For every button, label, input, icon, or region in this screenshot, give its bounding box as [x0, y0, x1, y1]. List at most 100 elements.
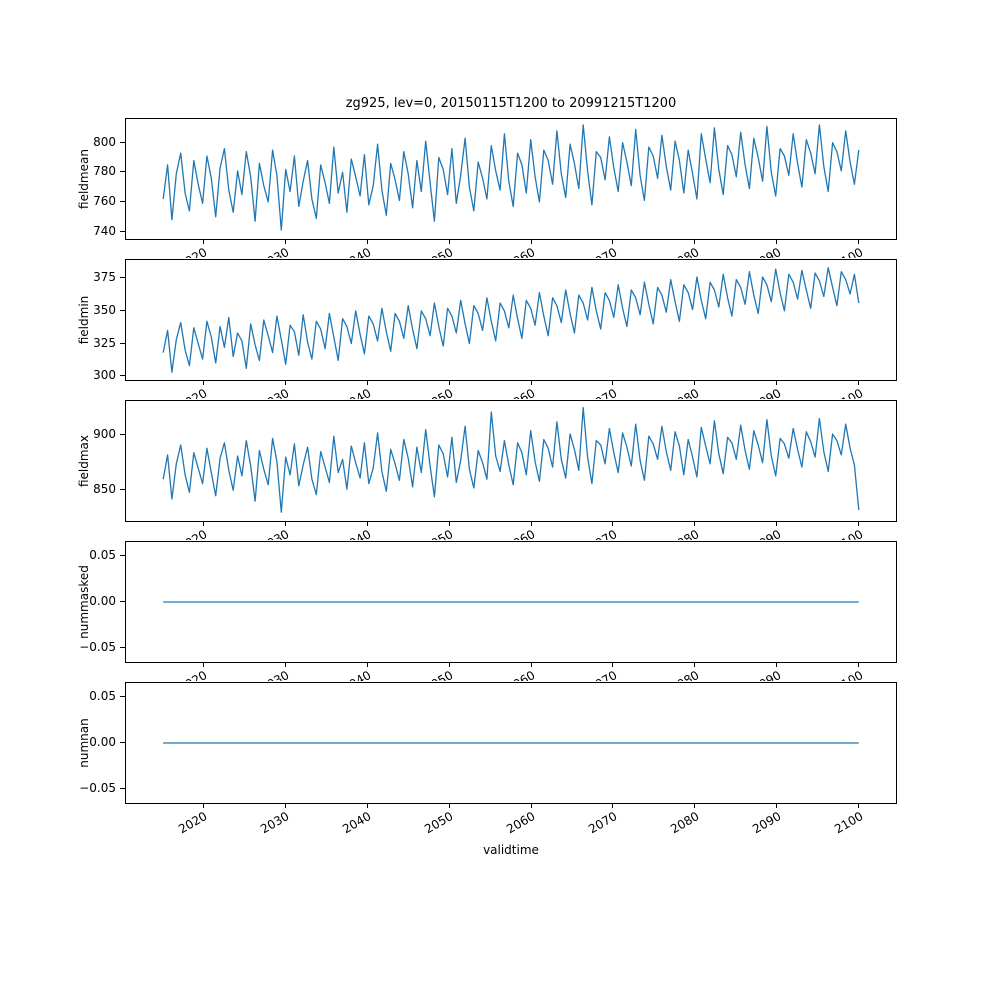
y-tick-label: 740: [93, 223, 116, 238]
y-tick-labels-fieldmax: 850 900: [0, 400, 125, 522]
x-tick-mark: [530, 381, 532, 385]
y-tick-label: 850: [93, 482, 116, 497]
y-tick-mark: [120, 230, 125, 232]
x-tick-mark: [366, 522, 368, 526]
x-tick-label: 2100: [832, 386, 865, 399]
x-tick-label: 2040: [340, 668, 373, 681]
y-tick-mark: [120, 695, 125, 697]
y-tick-label: 0.00: [89, 735, 116, 749]
x-tick-mark: [776, 381, 778, 385]
x-tick-mark: [776, 804, 778, 808]
x-tick-labels-clipped-3: 2020 2030 2040 2050 2060 2070 2080 2090 2100: [0, 522, 1000, 540]
x-tick-label: 2050: [422, 527, 455, 540]
figure-title: zg925, lev=0, 20150115T1200 to 20991215T…: [345, 96, 677, 111]
x-tick-label: 2060: [504, 245, 537, 258]
y-tick-label: 780: [93, 164, 116, 179]
x-tick-mark: [530, 522, 532, 526]
x-tick-mark: [858, 804, 860, 808]
x-tick-label: 2100: [832, 668, 865, 681]
x-tick-label: 2080: [668, 668, 701, 681]
y-tick-mark: [120, 171, 125, 173]
x-tick-label: 2040: [340, 809, 374, 837]
x-tick-mark: [530, 804, 532, 808]
x-tick-mark: [448, 804, 450, 808]
x-tick-mark: [694, 804, 696, 808]
x-tick-mark: [448, 522, 450, 526]
x-tick-label: 2020: [176, 245, 209, 258]
x-tick-label: 2020: [176, 668, 209, 681]
plot-area-nummasked: [125, 541, 897, 663]
y-tick-mark: [120, 141, 125, 143]
x-tick-mark: [284, 522, 286, 526]
y-tick-mark: [120, 742, 125, 743]
y-tick-mark: [120, 309, 125, 311]
x-tick-label: 2020: [176, 386, 209, 399]
line-series-numnan: [163, 742, 859, 744]
y-tick-mark: [120, 489, 125, 491]
x-tick-mark: [202, 240, 204, 244]
x-tick-mark: [694, 240, 696, 244]
x-tick-label: 2100: [832, 245, 865, 258]
x-tick-mark: [694, 522, 696, 526]
x-tick-label: 2090: [750, 527, 783, 540]
x-tick-label: 2100: [831, 809, 866, 837]
y-tick-labels-numnan: 0.05 0.00 −0.05: [0, 682, 125, 804]
y-tick-mark: [120, 434, 125, 436]
x-tick-labels-clipped-2: 2020 2030 2040 2050 2060 2070 2080 2090 2100: [0, 381, 1000, 399]
line-series-nummasked: [163, 601, 859, 603]
x-tick-labels-bottom: 2020 2030 2040 2050 2060 2070 2080 2090 2100: [0, 804, 1000, 850]
x-tick-label: 2030: [258, 668, 291, 681]
x-tick-label: 2050: [422, 245, 455, 258]
x-tick-label: 2020: [176, 809, 210, 837]
x-tick-mark: [448, 240, 450, 244]
x-tick-label: 2050: [422, 668, 455, 681]
subplot-numnan: numnan 0.05 0.00 −0.05 2020 2030 2040 2050 206…: [0, 682, 1000, 852]
x-tick-label: 2030: [258, 386, 291, 399]
x-tick-labels-clipped-1: 2020 2030 2040 2050 2060 2070 2080 2090 2100: [0, 240, 1000, 258]
x-tick-mark: [858, 381, 860, 385]
plot-area-numnan: [125, 682, 897, 804]
x-tick-label: 2090: [750, 668, 783, 681]
x-tick-label: 2030: [258, 527, 291, 540]
y-tick-mark: [120, 277, 125, 279]
y-tick-labels-nummasked: 0.05 0.00 −0.05: [0, 541, 125, 663]
x-tick-mark: [612, 240, 614, 244]
y-tick-label: 800: [93, 134, 116, 149]
x-tick-mark: [284, 663, 286, 667]
y-tick-mark: [120, 601, 125, 602]
x-tick-label: 2060: [504, 809, 538, 837]
y-tick-label: 350: [93, 302, 116, 317]
x-tick-mark: [694, 663, 696, 667]
y-tick-label: −0.05: [79, 781, 116, 796]
y-tick-label: 300: [93, 368, 116, 383]
x-tick-label: 2080: [668, 527, 701, 540]
x-tick-label: 2050: [422, 386, 455, 399]
y-tick-label: 375: [93, 270, 116, 285]
x-axis-label: validtime: [483, 843, 539, 857]
x-tick-mark: [858, 240, 860, 244]
x-tick-label: 2020: [176, 527, 209, 540]
y-tick-label: 325: [93, 335, 116, 350]
x-tick-label: 2070: [586, 527, 619, 540]
x-tick-mark: [694, 381, 696, 385]
x-tick-label: 2080: [668, 386, 701, 399]
x-tick-label: 2090: [750, 245, 783, 258]
x-tick-mark: [202, 522, 204, 526]
x-tick-labels-clipped-4: 2020 2030 2040 2050 2060 2070 2080 2090 2100: [0, 663, 1000, 681]
y-tick-mark: [120, 554, 125, 556]
x-tick-mark: [284, 804, 286, 808]
x-tick-label: 2050: [422, 809, 456, 837]
plot-area-fieldmean: [125, 118, 897, 240]
y-tick-labels-fieldmean: 740 760 780 800: [0, 118, 125, 240]
y-tick-label: 760: [93, 194, 116, 208]
x-tick-mark: [612, 804, 614, 808]
plot-area-fieldmin: [125, 259, 897, 381]
x-tick-label: 2070: [586, 668, 619, 681]
x-tick-mark: [366, 663, 368, 667]
x-tick-label: 2100: [832, 527, 865, 540]
y-tick-mark: [120, 342, 125, 344]
x-tick-mark: [776, 240, 778, 244]
y-tick-mark: [120, 375, 125, 377]
x-tick-mark: [202, 663, 204, 667]
